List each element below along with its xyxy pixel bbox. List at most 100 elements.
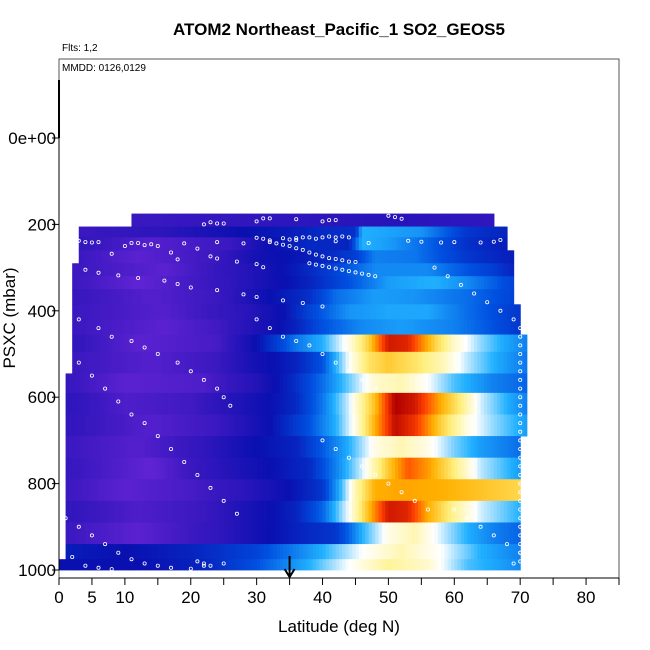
heatmap-cell (355, 334, 360, 353)
data-point (136, 240, 141, 245)
heatmap-cell (141, 250, 146, 264)
heatmap-cell (395, 457, 399, 480)
heatmap-cell (253, 373, 258, 394)
heatmap-cell (210, 436, 215, 459)
heatmap-cell (91, 226, 96, 238)
heatmap-cell (105, 479, 110, 502)
heatmap-cell (371, 351, 376, 374)
heatmap-cell (91, 237, 96, 251)
heatmap-cell (464, 289, 469, 305)
heatmap-cell (243, 226, 248, 238)
heatmap-cell (490, 414, 495, 437)
data-point (155, 243, 160, 248)
heatmap-cell (345, 522, 350, 545)
heatmap-cell (138, 457, 142, 480)
heatmap-cell (131, 304, 136, 320)
heatmap-cell (217, 522, 222, 545)
heatmap-cell (273, 276, 278, 290)
heatmap-cell (194, 304, 198, 320)
heatmap-cell (236, 392, 241, 415)
heatmap-cell (217, 237, 222, 251)
heatmap-cell (200, 544, 205, 560)
heatmap-cell (497, 289, 502, 305)
heatmap-cell (339, 334, 343, 353)
heatmap-cell (493, 351, 498, 374)
data-point (386, 481, 391, 486)
heatmap-cell (470, 436, 475, 459)
heatmap-cell (306, 559, 310, 571)
data-point (518, 343, 523, 348)
heatmap-cell (210, 276, 215, 290)
heatmap-cell (312, 276, 317, 290)
heatmap-cell (220, 457, 225, 480)
heatmap-cell (411, 276, 416, 290)
heatmap-cell (161, 319, 166, 335)
heatmap-cell (190, 237, 195, 251)
heatmap-cell (171, 457, 175, 480)
heatmap-cell (322, 392, 327, 415)
heatmap-cell (348, 226, 353, 238)
heatmap-cell (467, 544, 472, 560)
heatmap-cell (213, 213, 218, 227)
heatmap-cell (243, 237, 248, 251)
heatmap-cell (424, 351, 429, 374)
heatmap-cell (325, 289, 330, 305)
heatmap-cell (91, 436, 96, 459)
heatmap-cell (167, 276, 172, 290)
heatmap-cell (171, 414, 175, 437)
heatmap-cell (358, 276, 363, 290)
heatmap-cell (306, 373, 310, 394)
heatmap-cell (273, 414, 278, 437)
heatmap-cell (177, 436, 182, 459)
heatmap-cell (312, 351, 317, 374)
data-point (307, 250, 312, 255)
data-point (195, 559, 200, 564)
heatmap-cell (437, 237, 442, 251)
heatmap-cell (385, 289, 390, 305)
heatmap-cell (365, 457, 370, 480)
heatmap-cell (256, 263, 261, 277)
data-point (168, 250, 173, 255)
heatmap-cell (197, 334, 202, 353)
heatmap-cell (220, 237, 225, 251)
heatmap-cell (470, 479, 475, 502)
heatmap-cell (418, 559, 422, 571)
heatmap-cell (477, 304, 482, 320)
data-point (201, 222, 206, 227)
heatmap-cell (177, 319, 182, 335)
data-point (313, 236, 318, 241)
heatmap-cell (477, 544, 482, 560)
heatmap-cell (124, 559, 129, 571)
heatmap-cell (424, 373, 429, 394)
heatmap-cell (381, 237, 386, 251)
heatmap-cell (85, 500, 90, 523)
heatmap-cell (358, 500, 363, 523)
heatmap-cell (121, 479, 126, 502)
heatmap-cell (487, 334, 492, 353)
heatmap-cell (467, 304, 472, 320)
heatmap-cell (273, 522, 278, 545)
heatmap-cell (276, 304, 281, 320)
heatmap-cell (246, 304, 251, 320)
heatmap-cell (72, 522, 77, 545)
heatmap-cell (177, 500, 182, 523)
heatmap-row (72, 334, 528, 353)
heatmap-cell (98, 334, 103, 353)
heatmap-row (65, 457, 521, 480)
data-point (142, 421, 147, 426)
heatmap-cell (388, 479, 393, 502)
data-point (175, 281, 180, 286)
heatmap-cell (240, 334, 245, 353)
heatmap-cell (418, 276, 422, 290)
heatmap-cell (187, 304, 192, 320)
heatmap-cell (408, 334, 413, 353)
heatmap-cell (497, 544, 502, 560)
heatmap-cell (444, 319, 449, 335)
heatmap-cell (111, 276, 116, 290)
heatmap-cell (490, 500, 495, 523)
heatmap-cell (180, 319, 185, 335)
heatmap-cell (292, 436, 297, 459)
heatmap-cell (259, 334, 264, 353)
data-point (287, 243, 292, 248)
heatmap-cell (315, 544, 320, 560)
